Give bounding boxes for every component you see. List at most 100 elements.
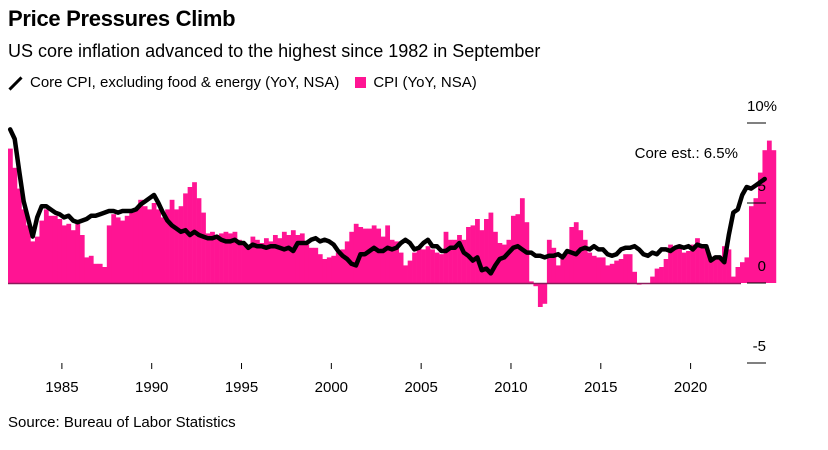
cpi-bar — [8, 148, 13, 283]
cpi-bar — [263, 238, 269, 283]
cpi-bar — [681, 252, 687, 283]
cpi-bar — [43, 209, 49, 283]
y-tick-label: 5 — [758, 178, 766, 195]
cpi-bar — [178, 206, 184, 283]
x-tick-label: 2020 — [674, 379, 707, 396]
cpi-bar — [389, 239, 395, 283]
cpi-bar — [156, 209, 161, 283]
cpi-bar — [317, 254, 323, 283]
cpi-bar — [407, 260, 413, 283]
cpi-bar — [695, 238, 700, 283]
cpi-bar — [16, 188, 22, 283]
cpi-bar — [623, 254, 629, 283]
cpi-bar — [174, 209, 179, 283]
cpi-bar — [708, 257, 714, 283]
cpi-bar — [546, 239, 552, 283]
cpi-bar — [600, 257, 606, 283]
cpi-bar — [295, 235, 301, 283]
cpi-bar — [578, 230, 584, 283]
cpi-bar — [757, 172, 763, 283]
cpi-bar — [93, 263, 99, 283]
cpi-bar — [722, 246, 727, 283]
cpi-bar — [713, 255, 718, 283]
cpi-bar — [210, 231, 215, 283]
core-cpi-line — [7, 127, 767, 276]
x-tick-label: 1985 — [45, 379, 78, 396]
cpi-bar — [124, 215, 130, 283]
cpi-bar — [443, 231, 449, 283]
cpi-bar — [542, 283, 548, 304]
cpi-bar — [609, 263, 615, 283]
cpi-bar — [605, 265, 611, 283]
cpi-bar — [380, 236, 386, 283]
cpi-bar — [12, 167, 18, 283]
chart-title: Price Pressures Climb — [8, 6, 236, 31]
cpi-bar — [731, 276, 736, 283]
cpi-bar — [304, 244, 310, 283]
cpi-bar — [488, 212, 494, 283]
cpi-bar — [591, 255, 597, 283]
cpi-bar — [533, 283, 539, 287]
cpi-bar — [34, 236, 40, 283]
x-tick-label: 2015 — [584, 379, 617, 396]
cpi-bar — [129, 212, 135, 283]
cpi-bar — [169, 199, 175, 283]
cpi-bar — [654, 268, 660, 283]
cpi-bar — [106, 225, 112, 283]
source-note: Source: Bureau of Labor Statistics — [8, 414, 236, 431]
cpi-bar — [205, 233, 211, 283]
cpi-bar — [120, 220, 126, 283]
cpi-bar — [371, 225, 377, 283]
legend: Core CPI, excluding food & energy (YoY, … — [8, 74, 493, 91]
legend-label-cpi: CPI (YoY, NSA) — [373, 74, 477, 91]
cpi-bar — [394, 241, 399, 283]
cpi-bar — [551, 247, 557, 283]
cpi-bar — [335, 252, 341, 283]
cpi-bar — [430, 249, 435, 283]
cpi-bar — [564, 252, 570, 283]
cpi-bar — [632, 271, 638, 283]
cpi-bar — [762, 150, 768, 283]
cpi-bar — [214, 235, 220, 283]
cpi-bar — [57, 219, 63, 283]
cpi-bar — [84, 257, 90, 283]
cpi-bar — [138, 199, 144, 283]
cpi-bar — [326, 257, 332, 283]
cpi-bar — [403, 265, 408, 283]
legend-item-cpi: CPI (YoY, NSA) — [355, 74, 477, 91]
cpi-bar — [735, 267, 741, 283]
cpi-bar — [726, 249, 732, 283]
cpi-bar — [232, 231, 238, 283]
cpi-bar — [448, 239, 453, 283]
cpi-bar — [25, 225, 31, 283]
cpi-bar — [398, 252, 404, 283]
cpi-bar — [506, 239, 512, 283]
cpi-bar — [70, 230, 76, 283]
cpi-bar — [367, 228, 373, 283]
cpi-bar — [470, 225, 476, 283]
cpi-bar — [223, 231, 229, 283]
cpi-bar — [457, 235, 462, 283]
cpi-bar — [160, 217, 166, 283]
cpi-bar — [281, 231, 287, 283]
cpi-bar — [475, 219, 480, 283]
cpi-bar — [201, 212, 206, 283]
y-axis: 10% 5 0 -5 — [747, 98, 777, 364]
cpi-bar — [484, 219, 489, 283]
x-axis: 1985 1990 1995 2000 2005 2010 2015 2020 — [45, 363, 707, 396]
cpi-bar — [268, 241, 274, 283]
cpi-bar — [290, 230, 296, 283]
cpi-bar — [165, 209, 170, 283]
cpi-bar — [286, 235, 292, 283]
cpi-bar — [744, 257, 750, 283]
cpi-bar — [479, 230, 485, 283]
x-tick-label: 2000 — [315, 379, 348, 396]
cpi-bar — [79, 235, 85, 283]
cpi-bar — [66, 223, 72, 283]
cpi-bar — [75, 223, 81, 283]
x-tick-label: 2005 — [404, 379, 437, 396]
chart-subtitle: US core inflation advanced to the highes… — [8, 41, 541, 61]
cpi-bar — [753, 198, 759, 283]
legend-item-core-cpi: Core CPI, excluding food & energy (YoY, … — [8, 74, 339, 91]
